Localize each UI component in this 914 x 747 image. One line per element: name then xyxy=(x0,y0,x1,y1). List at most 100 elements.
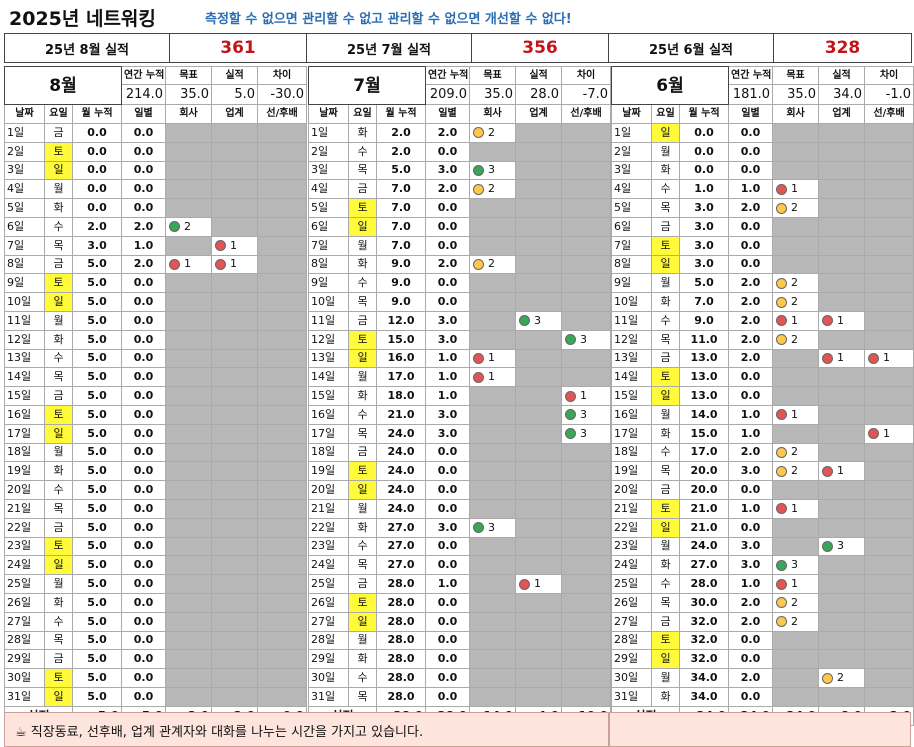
cumulative-cell: 28.0 xyxy=(375,668,427,688)
senior-cell xyxy=(257,555,308,576)
company-cell xyxy=(469,310,517,331)
target-label: 목표 xyxy=(772,66,820,85)
daily-cell: 2.0 xyxy=(728,592,774,613)
company-cell xyxy=(165,555,213,576)
industry-cell xyxy=(515,273,563,294)
weekday-cell: 일 xyxy=(651,649,680,670)
industry-cell xyxy=(515,480,563,500)
weekday-cell: 일 xyxy=(44,160,73,181)
cumulative-cell: 9.0 xyxy=(678,310,730,331)
red-dot-icon xyxy=(776,183,788,195)
month-name: 7월 xyxy=(307,66,427,105)
company-cell xyxy=(165,179,213,200)
date-cell: 17일 xyxy=(611,423,652,444)
annual-label: 연간 누적 xyxy=(728,66,774,85)
company-cell: 2 xyxy=(772,461,820,482)
industry-count: 3 xyxy=(534,313,542,327)
weekday-cell: 금 xyxy=(348,310,377,331)
table-row: 27일 금 32.0 2.0 2 xyxy=(611,611,914,632)
cumulative-cell: 1.0 xyxy=(678,179,730,200)
date-cell: 9일 xyxy=(611,273,652,294)
senior-cell xyxy=(257,480,308,500)
industry-cell xyxy=(515,555,563,576)
company-cell xyxy=(772,668,820,688)
daily-cell: 0.0 xyxy=(121,386,167,406)
company-cell xyxy=(469,216,517,237)
company-count: 2 xyxy=(184,219,192,233)
table-row: 29일 금 5.0 0.0 xyxy=(4,649,308,670)
company-cell xyxy=(165,292,213,312)
daily-cell: 0.0 xyxy=(728,216,774,237)
company-count: 1 xyxy=(791,577,799,591)
date-cell: 21일 xyxy=(4,498,45,519)
senior-cell xyxy=(561,216,612,237)
date-cell: 10일 xyxy=(4,292,45,312)
date-cell: 18일 xyxy=(611,442,652,463)
diff-label: 차이 xyxy=(864,66,914,85)
date-cell: 13일 xyxy=(308,348,349,369)
weekday-cell: 월 xyxy=(348,498,377,519)
company-cell xyxy=(165,367,213,388)
month-panel-0: 8월 연간 누적 목표 실적 차이 214.0 35.0 5.0 -30.0 날짜 요일 월 누적 일별… xyxy=(3,66,308,726)
cumulative-cell: 17.0 xyxy=(375,367,427,388)
industry-cell xyxy=(211,574,259,594)
daily-cell: 0.0 xyxy=(728,630,774,651)
red-dot-icon xyxy=(822,465,834,477)
company-cell: 1 xyxy=(165,254,213,275)
company-cell xyxy=(165,273,213,294)
daily-cell: 1.0 xyxy=(425,348,471,369)
date-cell: 22일 xyxy=(4,517,45,538)
red-dot-icon xyxy=(215,240,227,252)
table-row: 1일 일 0.0 0.0 xyxy=(611,123,914,143)
daily-cell: 0.0 xyxy=(728,649,774,670)
date-cell: 14일 xyxy=(611,367,652,388)
table-row: 24일 화 27.0 3.0 3 xyxy=(611,555,914,576)
daily-cell: 0.0 xyxy=(728,517,774,538)
senior-cell xyxy=(561,254,612,275)
date-cell: 29일 xyxy=(611,649,652,670)
date-cell: 6일 xyxy=(4,216,45,237)
summary-value-aug: 361 xyxy=(169,33,307,63)
cumulative-cell: 32.0 xyxy=(678,611,730,632)
senior-cell xyxy=(561,574,612,594)
senior-cell xyxy=(864,498,914,519)
red-dot-icon xyxy=(519,578,531,590)
industry-cell xyxy=(818,517,866,538)
industry-cell xyxy=(818,292,866,312)
yellow-dot-icon xyxy=(822,672,834,684)
table-row: 17일 목 24.0 3.0 3 xyxy=(308,423,612,444)
cumulative-cell: 5.0 xyxy=(71,686,123,707)
table-row: 11일 월 5.0 0.0 xyxy=(4,310,308,331)
company-cell: 2 xyxy=(469,123,517,143)
cumulative-cell: 2.0 xyxy=(71,216,123,237)
table-row: 23일 토 5.0 0.0 xyxy=(4,536,308,557)
senior-cell xyxy=(257,649,308,670)
weekday-cell: 월 xyxy=(651,404,680,425)
company-cell xyxy=(772,141,820,162)
month-name: 8월 xyxy=(3,66,123,105)
senior-cell xyxy=(864,517,914,538)
date-cell: 18일 xyxy=(308,442,349,463)
date-cell: 3일 xyxy=(4,160,45,181)
company-cell: 1 xyxy=(772,574,820,594)
industry-cell xyxy=(211,498,259,519)
cumulative-cell: 30.0 xyxy=(678,592,730,613)
date-cell: 10일 xyxy=(308,292,349,312)
industry-cell xyxy=(515,292,563,312)
company-count: 2 xyxy=(791,276,799,290)
green-dot-icon xyxy=(822,540,834,552)
company-count: 1 xyxy=(488,370,496,384)
daily-cell: 0.0 xyxy=(728,480,774,500)
cumulative-cell: 5.0 xyxy=(71,329,123,350)
company-cell xyxy=(772,423,820,444)
daily-cell: 0.0 xyxy=(425,630,471,651)
senior-cell xyxy=(257,404,308,425)
cumulative-cell: 21.0 xyxy=(678,517,730,538)
date-cell: 30일 xyxy=(308,668,349,688)
senior-cell xyxy=(257,574,308,594)
date-cell: 13일 xyxy=(611,348,652,369)
weekday-cell: 월 xyxy=(44,179,73,200)
green-dot-icon xyxy=(473,522,485,534)
date-cell: 31일 xyxy=(4,686,45,707)
table-row: 2일 토 0.0 0.0 xyxy=(4,141,308,162)
